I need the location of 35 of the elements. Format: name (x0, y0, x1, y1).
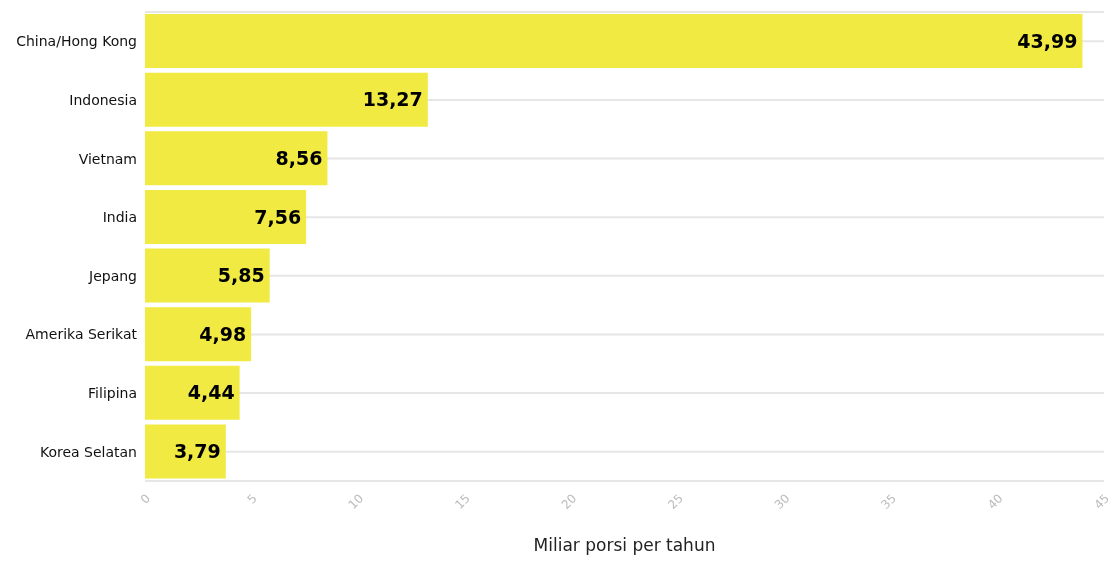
data-label: 5,85 (217, 264, 265, 287)
x-tick-label: 10 (345, 491, 367, 512)
bar (145, 72, 428, 127)
y-tick-label: Amerika Serikat (25, 326, 138, 343)
x-tick-label: 40 (984, 491, 1006, 512)
y-tick-label: China/Hong Kong (16, 33, 137, 50)
bar (145, 14, 1083, 68)
bar (145, 131, 328, 186)
data-label: 4,44 (187, 381, 235, 404)
x-tick-label: 35 (878, 491, 900, 512)
bar (145, 307, 252, 362)
x-tick-label: 30 (771, 491, 793, 512)
x-tick-label: 25 (665, 491, 686, 512)
bar (145, 365, 240, 420)
bar (145, 189, 307, 244)
data-label: 3,79 (173, 440, 221, 463)
bar (145, 424, 226, 479)
x-tick-label: 0 (137, 491, 154, 507)
x-tick-label: 15 (452, 491, 473, 512)
x-tick-label: 5 (244, 491, 260, 507)
data-label: 7,56 (254, 205, 302, 228)
data-label: 8,56 (275, 146, 323, 169)
y-tick-label: India (102, 209, 137, 226)
data-label: 4,98 (199, 322, 247, 345)
data-label: 43,99 (1017, 29, 1078, 52)
y-tick-label: Indonesia (69, 91, 137, 108)
y-tick-label: Jepang (88, 267, 137, 284)
bar (145, 248, 270, 303)
y-tick-label: Vietnam (78, 150, 137, 167)
data-label: 13,27 (362, 88, 423, 111)
x-tick-label: 45 (1091, 491, 1113, 512)
y-tick-label: Filipina (88, 385, 137, 402)
x-axis-title: Miliar porsi per tahun (533, 535, 716, 555)
x-tick-label: 20 (558, 491, 580, 512)
y-tick-label: Korea Selatan (39, 443, 137, 460)
